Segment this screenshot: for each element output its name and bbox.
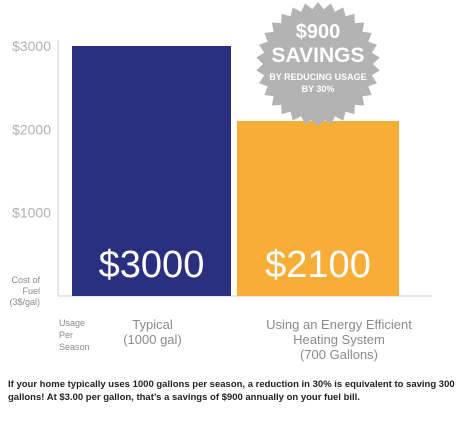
explanation-footnote: If your home typically uses 1000 gallons… [8,379,455,403]
bar-group: $3000 $2100 [72,46,399,296]
category-labels: Typical(1000 gal) Using an Energy Efficie… [123,317,412,362]
y-axis-ticks: $1000 $2000 $3000 [12,38,51,221]
x-axis-title-line-1: Usage [59,318,85,328]
category-label-2-line-1: Using an Energy Efficient [266,317,412,332]
x-axis-title-line-2: Per [59,330,73,340]
y-tick-label-2: $2000 [12,121,51,137]
badge-text-line-2: SAVINGS [272,44,365,67]
y-tick-label-1: $1000 [12,205,51,221]
bar-value-label-1: $3000 [99,244,205,286]
category-label-2-line-2: Heating System [293,332,385,347]
savings-bar-chart: $3000 $2100 $1000 $2000 $3000 Cost ofFuel(3… [9,2,432,362]
category-label-2-line-3: (700 Gallons) [300,347,378,362]
bar-1 [72,46,231,296]
bar-2 [237,121,399,296]
category-label-1-line-2: (1000 gal) [123,332,182,347]
category-label-1-line-1: Typical [132,317,173,332]
badge-pointer [296,108,340,126]
x-axis-title: Usage Per Season [59,318,90,352]
y-axis-title-line-2: Fuel [22,286,40,296]
y-axis-title-line-3: (3$/gal) [9,297,40,307]
badge-starburst [256,2,380,126]
x-axis-title-line-3: Season [59,342,90,352]
y-tick-label-3: $3000 [12,38,51,54]
badge-text-line-3: BY REDUCING USAGE [269,72,366,82]
badge-text-line-1: $900 [296,21,341,43]
badge-text-line-4: BY 30% [302,84,335,94]
bar-value-label-2: $2100 [265,244,371,286]
y-axis-title-line-1: Cost of [11,275,40,285]
